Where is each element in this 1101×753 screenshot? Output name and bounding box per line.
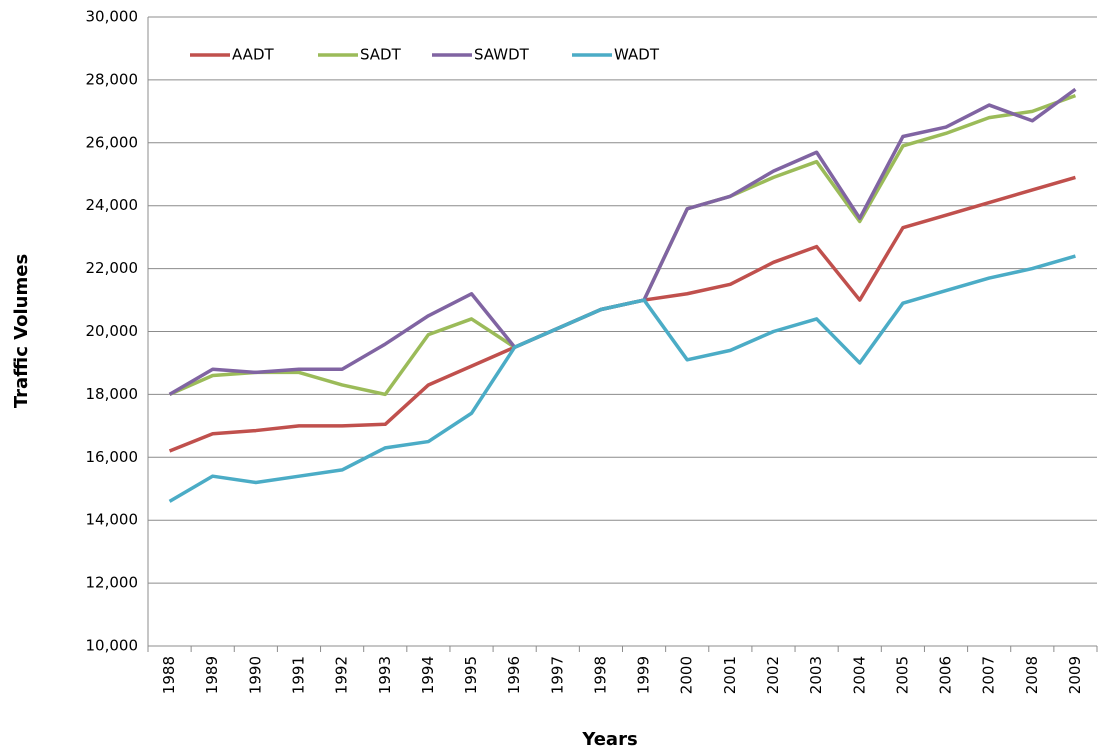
y-tick-label: 20,000 <box>86 322 139 340</box>
x-tick-label: 2001 <box>721 656 739 694</box>
x-tick-label: 1997 <box>548 656 566 694</box>
series-line <box>168 254 1076 503</box>
x-tick-label: 1991 <box>289 656 307 694</box>
series-line <box>168 175 1076 453</box>
x-tick-label: 2004 <box>850 656 868 694</box>
y-tick-label: 10,000 <box>86 637 139 655</box>
y-tick-label: 30,000 <box>86 8 139 26</box>
x-tick-label: 2002 <box>764 656 782 694</box>
x-tick-label: 1995 <box>462 656 480 694</box>
y-tick-label: 28,000 <box>86 70 139 88</box>
x-tick-label: 1988 <box>160 656 178 694</box>
y-axis-label: Traffic Volumes <box>11 254 32 408</box>
series-line <box>168 93 1077 397</box>
x-tick-label: 2003 <box>807 656 825 694</box>
x-tick-label: 2007 <box>980 656 998 694</box>
x-tick-label: 1993 <box>376 656 394 694</box>
y-tick-label: 16,000 <box>86 448 139 466</box>
x-tick-label: 2006 <box>937 656 955 694</box>
y-tick-label: 18,000 <box>86 385 139 403</box>
x-tick-label: 1999 <box>635 656 653 694</box>
y-tick-label: 14,000 <box>86 511 139 529</box>
x-tick-label: 1998 <box>591 656 609 694</box>
x-tick-label: 2005 <box>893 656 911 694</box>
legend-label: SADT <box>360 46 402 64</box>
y-tick-label: 26,000 <box>86 133 139 151</box>
x-tick-label: 1992 <box>333 656 351 694</box>
x-tick-label: 2009 <box>1066 656 1084 694</box>
legend-label: WADT <box>614 46 660 64</box>
x-tick-label: 1996 <box>505 656 523 694</box>
x-tick-label: 2008 <box>1023 656 1041 694</box>
y-tick-label: 12,000 <box>86 574 139 592</box>
legend-label: AADT <box>232 46 274 64</box>
x-tick-label: 1994 <box>419 656 437 694</box>
x-axis-label: Years <box>581 729 637 750</box>
x-tick-label: 1990 <box>246 656 264 694</box>
y-tick-label: 22,000 <box>86 259 139 277</box>
x-tick-label: 1989 <box>203 656 221 694</box>
legend-label: SAWDT <box>474 46 530 64</box>
x-tick-label: 2000 <box>678 656 696 694</box>
y-tick-label: 24,000 <box>86 196 139 214</box>
